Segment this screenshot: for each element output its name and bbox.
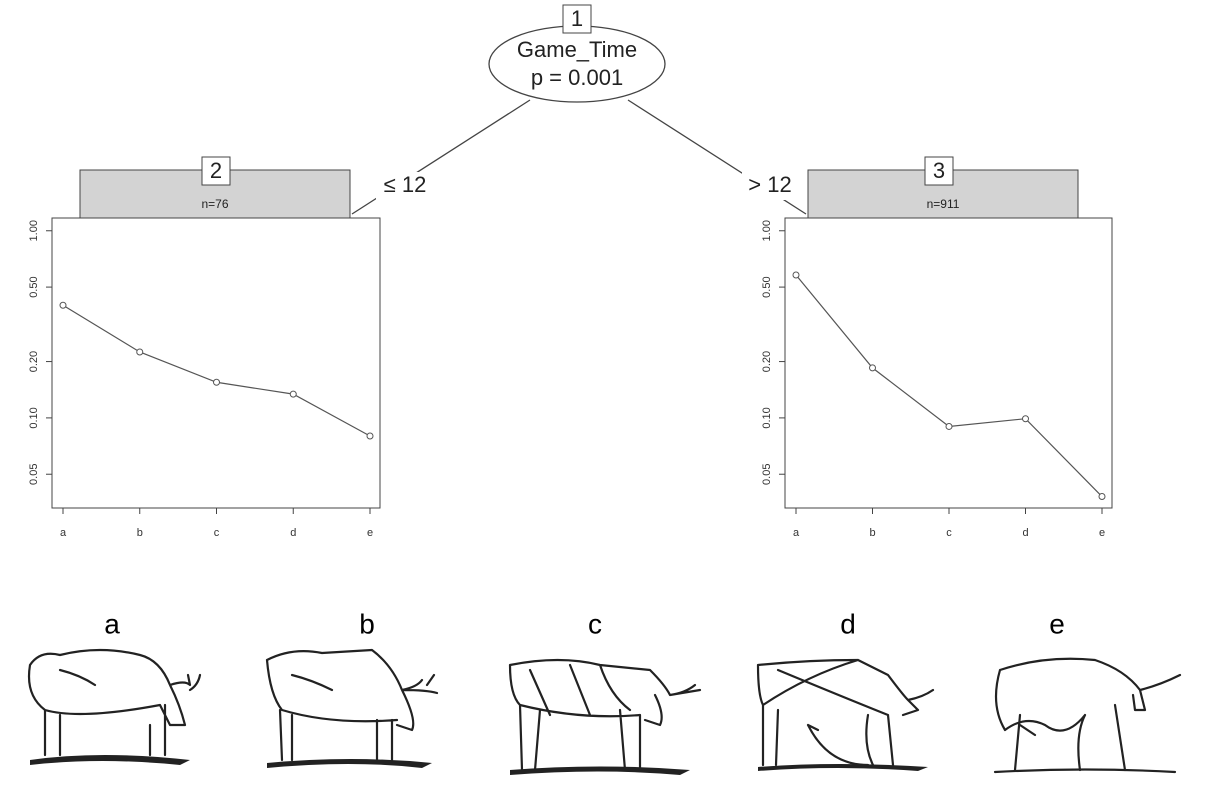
bull-sketch [267, 650, 437, 768]
y-tick-label: 0.10 [28, 407, 40, 428]
node-label: n=76 [201, 197, 228, 211]
x-tick-label: d [290, 527, 296, 539]
data-point [793, 272, 799, 278]
data-point [870, 365, 876, 371]
y-tick-label: 1.00 [761, 220, 773, 241]
y-tick-label: 1.00 [28, 220, 40, 241]
data-point [60, 302, 66, 308]
sketch-label: d [840, 608, 856, 639]
series-line [796, 275, 1102, 497]
x-tick-label: e [367, 527, 373, 539]
data-point [137, 349, 143, 355]
figure: ≤ 12 > 12 1 Game_Time p = 0.001 2 n=76 3… [0, 0, 1225, 805]
node-label: n=911 [927, 197, 960, 211]
data-point [214, 379, 220, 385]
plot-frame [52, 218, 380, 508]
bull-sketch [510, 660, 700, 775]
edge-label: ≤ 12 [384, 172, 427, 197]
data-point [1099, 494, 1105, 500]
node-id: 3 [933, 158, 945, 183]
sketch-label: b [359, 608, 375, 639]
bull-sketch [29, 650, 200, 765]
data-point [367, 433, 373, 439]
y-tick-label: 0.50 [28, 276, 40, 297]
plot-frame [785, 218, 1112, 508]
x-tick-label: a [60, 527, 67, 539]
x-tick-label: b [869, 527, 875, 539]
y-tick-label: 0.05 [28, 464, 40, 485]
y-tick-label: 0.05 [761, 464, 773, 485]
y-tick-label: 0.20 [28, 351, 40, 372]
node-label: Game_Time [517, 37, 637, 62]
x-tick-label: d [1022, 527, 1028, 539]
data-point [290, 391, 296, 397]
x-tick-label: e [1099, 527, 1105, 539]
x-tick-label: c [214, 527, 220, 539]
sketch-label: c [588, 608, 602, 639]
sketch-label: e [1049, 608, 1065, 639]
node-p-value: p = 0.001 [531, 65, 623, 90]
bull-sketch [995, 659, 1180, 772]
data-point [1023, 416, 1029, 422]
series-line [63, 305, 370, 436]
node-id: 2 [210, 158, 222, 183]
y-tick-label: 0.20 [761, 351, 773, 372]
sketch-label: a [104, 608, 120, 639]
edge-label: > 12 [748, 172, 791, 197]
x-tick-label: a [793, 527, 800, 539]
x-tick-label: b [137, 527, 143, 539]
x-tick-label: c [946, 527, 952, 539]
y-tick-label: 0.50 [761, 276, 773, 297]
node-id: 1 [571, 6, 583, 31]
data-point [946, 423, 952, 429]
bull-sketch [758, 660, 933, 771]
y-tick-label: 0.10 [761, 407, 773, 428]
